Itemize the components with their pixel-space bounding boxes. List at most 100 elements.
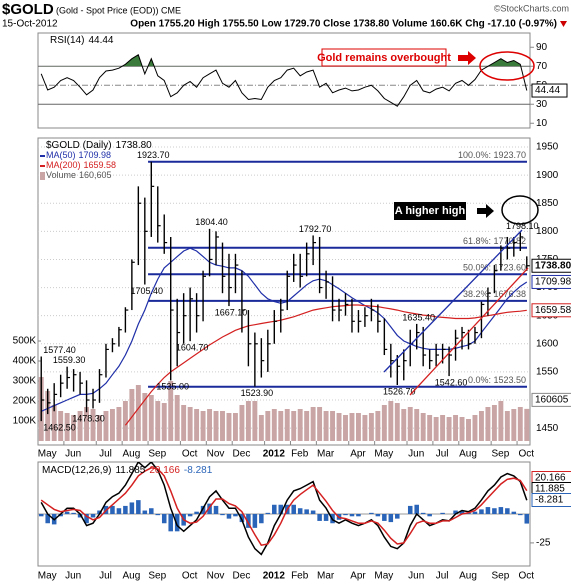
volume-bar [349,413,355,441]
volume-bar [135,385,141,441]
arrow [458,51,476,65]
volume-bar [355,413,361,441]
histogram-bar [414,504,419,514]
volume-bar [187,407,193,441]
x-tick-label: Nov [207,449,225,460]
volume-bar [239,405,245,441]
volume-bar [284,409,290,441]
histogram-bar [194,511,199,514]
histogram-bar [161,514,167,524]
x-tick-label: Jun [408,449,424,460]
high-label: 1923.70 [137,150,170,160]
histogram-bar [168,514,173,532]
volume-bar [220,411,225,441]
volume-bar [524,408,530,441]
legend-entry: $GOLD (Daily) 1738.80 [46,140,152,151]
volume-bar [407,407,413,441]
volume-bar [45,391,51,441]
moving-average [40,247,528,412]
histogram-bar [155,514,161,516]
x-tick-label: Dec [233,449,251,460]
volume-bar [498,401,504,441]
x-tick-label: May [38,449,57,460]
x-tick-label: Nov [207,571,225,582]
volume-bar [77,411,83,441]
histogram-bar [272,504,277,514]
volume-bar [161,403,167,441]
title: MACD(12,26,9) [42,465,111,476]
annotation: Gold remains overbought [317,52,451,64]
y-tick-label: 1800 [536,226,559,237]
annotation-box [321,48,447,67]
histogram-bar [90,514,96,518]
value-label: 1659.58 [535,305,571,316]
histogram-bar [395,514,400,519]
histogram-bar [472,511,478,514]
x-tick-label: Aug [459,449,477,460]
histogram-bar [226,514,232,519]
legend-entry: Volume 160,605 [46,170,112,180]
value-label: -8.281 [535,495,564,506]
volume-bar [181,405,187,441]
volume-bar [278,411,284,441]
volume-bar [174,395,180,441]
low-label: 1462.50 [43,422,76,432]
histogram-bar [511,511,517,514]
legend-value: 1659.58 [84,160,117,170]
low-label: 1526.70 [383,386,416,396]
last-value: 20.166 [149,465,180,476]
annotation-box [394,202,466,220]
volume-bar [200,411,206,441]
low-label: 1535.00 [156,382,189,392]
histogram-bar [427,514,432,517]
volume-bar [453,415,459,441]
histogram-bar [459,510,465,514]
histogram-bar [252,514,258,528]
volume-bar [472,415,478,441]
histogram-bar [38,514,44,517]
quote: Open 1755.20 High 1755.50 Low 1729.70 Cl… [130,19,557,30]
symbol: $GOLD [2,1,54,18]
volume-bar [485,407,491,441]
low-label: 1542.60 [435,377,468,387]
histogram-bar [498,507,504,514]
histogram-bar [407,505,413,514]
volume-bar [401,409,407,441]
x-tick-label: May [374,449,393,460]
legend-name: Volume [46,170,76,180]
value-label: 20.166 [535,473,566,484]
histogram-bar [297,508,303,514]
histogram-bar [369,512,374,514]
value-label: 1738.80 [535,260,571,271]
y2-tick-label: 500K [13,336,37,347]
histogram-bar [492,508,497,514]
histogram-bar [71,512,76,514]
histogram-bar [187,514,193,517]
x-tick-label: Oct [182,571,198,582]
down-arrow [560,21,567,27]
volume-bar [213,411,219,441]
y-tick-label: 90 [536,42,548,53]
histogram-bar [110,505,115,514]
histogram-bar [174,514,180,532]
volume-bar [129,389,135,441]
low-label: 1667.10 [215,307,248,317]
x-tick-label: 2012 [263,449,286,460]
last-value: -8.281 [184,465,213,476]
volume-bar [116,407,122,441]
x-tick-label: Jul [436,449,449,460]
volume-bar [511,409,517,441]
x-tick-label: Mar [317,571,335,582]
histogram-bar [375,514,381,517]
x-tick-label: 2012 [263,571,286,582]
histogram-bar [420,512,426,514]
legend-name: MA(200) [46,160,81,170]
panel-title: RSI(14) 44.44 [50,35,114,46]
fib-label: 100.0%: 1923.70 [458,150,526,160]
volume-bar [155,401,161,441]
volume-bar [491,405,497,441]
histogram-bar [213,505,219,514]
volume-bar [466,419,471,441]
